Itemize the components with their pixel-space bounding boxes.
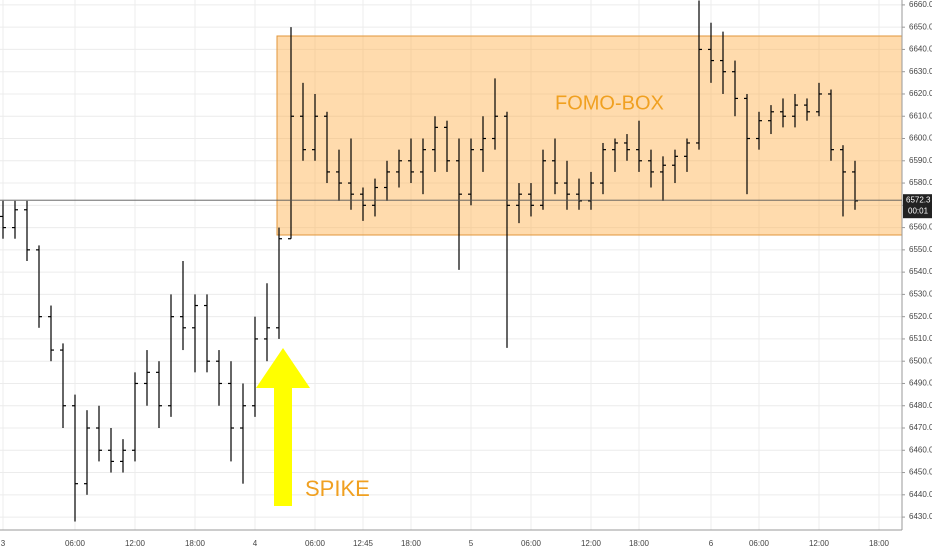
x-tick-label: 3 xyxy=(1,539,6,548)
y-tick-label: 6630.0 xyxy=(909,67,932,76)
y-tick-label: 6430.0 xyxy=(909,512,932,521)
y-tick-label: 6650.0 xyxy=(909,22,932,31)
fomo-box xyxy=(276,35,903,236)
x-tick-label: 18:00 xyxy=(401,539,422,548)
y-tick-label: 6520.0 xyxy=(909,312,932,321)
x-tick-label: 18:00 xyxy=(629,539,650,548)
y-tick-label: 6500.0 xyxy=(909,356,932,365)
y-tick-label: 6590.0 xyxy=(909,156,932,165)
countdown: 00:01 xyxy=(908,206,929,215)
last-price-box xyxy=(903,194,932,219)
spike-arrow xyxy=(256,348,310,506)
y-tick-label: 6610.0 xyxy=(909,111,932,120)
y-tick-label: 6600.0 xyxy=(909,134,932,143)
last-price-label: 6572.3 xyxy=(906,195,931,204)
x-tick-label: 12:00 xyxy=(581,539,602,548)
y-tick-label: 6480.0 xyxy=(909,401,932,410)
y-tick-label: 6620.0 xyxy=(909,89,932,98)
y-tick-label: 6530.0 xyxy=(909,290,932,299)
y-tick-label: 6460.0 xyxy=(909,445,932,454)
x-tick-label: 06:00 xyxy=(305,539,326,548)
x-tick-label: 6 xyxy=(709,539,714,548)
x-tick-label: 4 xyxy=(253,539,258,548)
y-tick-label: 6640.0 xyxy=(909,45,932,54)
x-tick-label: 06:00 xyxy=(521,539,542,548)
y-tick-label: 6560.0 xyxy=(909,223,932,232)
y-tick-label: 6550.0 xyxy=(909,245,932,254)
x-tick-label: 06:00 xyxy=(65,539,86,548)
x-tick-label: 06:00 xyxy=(749,539,770,548)
annotation: SPIKE xyxy=(305,476,370,501)
y-tick-label: 6660.0 xyxy=(909,0,932,9)
x-tick-label: 5 xyxy=(469,539,474,548)
y-tick-label: 6510.0 xyxy=(909,334,932,343)
annotation: FOMO-BOX xyxy=(555,92,664,114)
bars xyxy=(0,0,858,522)
x-tick-label: 12:00 xyxy=(125,539,146,548)
y-tick-label: 6490.0 xyxy=(909,379,932,388)
y-tick-label: 6540.0 xyxy=(909,267,932,276)
x-tick-label: 12:45 xyxy=(353,539,374,548)
y-tick-label: 6470.0 xyxy=(909,423,932,432)
x-tick-label: 18:00 xyxy=(185,539,206,548)
x-tick-label: 12:00 xyxy=(809,539,830,548)
x-tick-label: 18:00 xyxy=(869,539,890,548)
y-tick-label: 6450.0 xyxy=(909,468,932,477)
grid xyxy=(0,0,902,530)
y-tick-label: 6580.0 xyxy=(909,178,932,187)
y-tick-label: 6440.0 xyxy=(909,490,932,499)
